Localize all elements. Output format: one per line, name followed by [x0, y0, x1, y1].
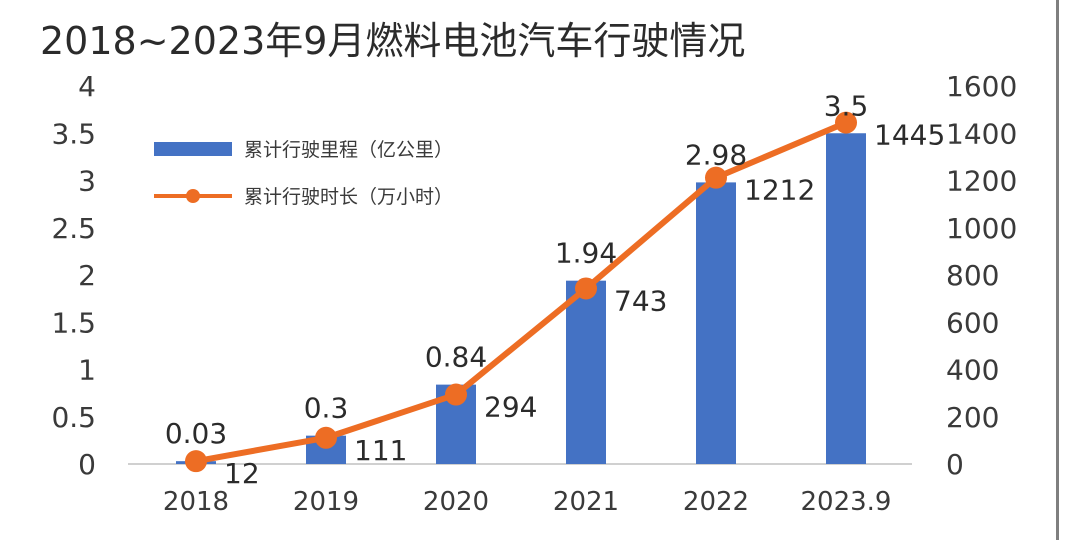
- legend-label-bar: 累计行驶里程（亿公里）: [244, 139, 453, 161]
- right-axis-tick-label: 1000: [946, 212, 1017, 245]
- bar: [696, 182, 736, 464]
- right-axis: 0 200 400 600 800 1000 1200 1400 1600: [946, 70, 1017, 481]
- page-edge-divider: [1056, 0, 1059, 540]
- right-axis-tick-label: 800: [946, 259, 999, 292]
- right-axis-tick-label: 1200: [946, 165, 1017, 198]
- line-data-label: 111: [354, 434, 407, 467]
- line-data-label: 743: [614, 284, 667, 317]
- bar-data-label: 1.94: [555, 237, 617, 270]
- right-axis-tick-label: 1400: [946, 117, 1017, 150]
- category-label: 2023.9: [801, 487, 892, 517]
- category-label: 2018: [163, 487, 229, 517]
- category-labels: 2018 2019 2020 2021 2022 2023.9: [163, 487, 892, 517]
- line-data-labels: 12 111 294 743 1212 1445: [224, 119, 945, 491]
- bar: [826, 133, 866, 464]
- left-axis-tick-label: 3.5: [51, 117, 96, 150]
- line-marker: [445, 383, 467, 406]
- line-path: [193, 119, 849, 465]
- line-marker: [705, 166, 727, 189]
- left-axis-tick-label: 0.5: [51, 401, 96, 434]
- line-marker: [835, 111, 857, 134]
- bar-data-label: 0.3: [304, 392, 349, 425]
- right-axis-tick-label: 600: [946, 306, 999, 339]
- left-axis-tick-label: 2.5: [51, 212, 96, 245]
- legend-label-line: 累计行驶时长（万小时）: [244, 186, 453, 208]
- left-axis-tick-label: 1.5: [51, 306, 96, 339]
- left-axis-tick-label: 3: [78, 165, 96, 198]
- left-axis-tick-label: 4: [78, 70, 96, 103]
- right-axis-tick-label: 200: [946, 401, 999, 434]
- category-label: 2022: [683, 487, 749, 517]
- legend-marker-line: [186, 189, 200, 203]
- bar-data-label: 3.5: [824, 89, 869, 122]
- left-axis-tick-label: 2: [78, 259, 96, 292]
- legend-swatch-bar: [154, 142, 232, 156]
- line-data-label: 1212: [744, 174, 815, 207]
- right-axis-tick-label: 400: [946, 354, 999, 387]
- line-series: [185, 111, 857, 473]
- category-label: 2020: [423, 487, 489, 517]
- right-axis-tick-label: 1600: [946, 70, 1017, 103]
- chart-title: 2018~2023年9月燃料电池汽车行驶情况: [40, 19, 745, 63]
- line-data-label: 12: [224, 457, 260, 490]
- line-marker: [575, 277, 597, 300]
- left-axis: 0 0.5 1 1.5 2 2.5 3 3.5 4: [51, 70, 96, 481]
- bar-data-label: 0.84: [425, 341, 487, 374]
- right-axis-tick-label: 0: [946, 448, 964, 481]
- left-axis-tick-label: 1: [78, 354, 96, 387]
- legend: 累计行驶里程（亿公里） 累计行驶时长（万小时）: [154, 139, 453, 208]
- left-axis-tick-label: 0: [78, 448, 96, 481]
- category-label: 2019: [293, 487, 359, 517]
- bar: [566, 280, 606, 464]
- category-label: 2021: [553, 487, 619, 517]
- bar-data-labels: 0.03 0.3 0.84 1.94 2.98 3.5: [165, 89, 868, 450]
- line-marker: [185, 450, 207, 473]
- line-data-label: 294: [484, 391, 537, 424]
- line-data-label: 1445: [874, 119, 945, 152]
- bar-series: [176, 133, 866, 464]
- bar-data-label: 2.98: [685, 138, 747, 171]
- line-marker: [315, 426, 337, 449]
- bar-data-label: 0.03: [165, 417, 227, 450]
